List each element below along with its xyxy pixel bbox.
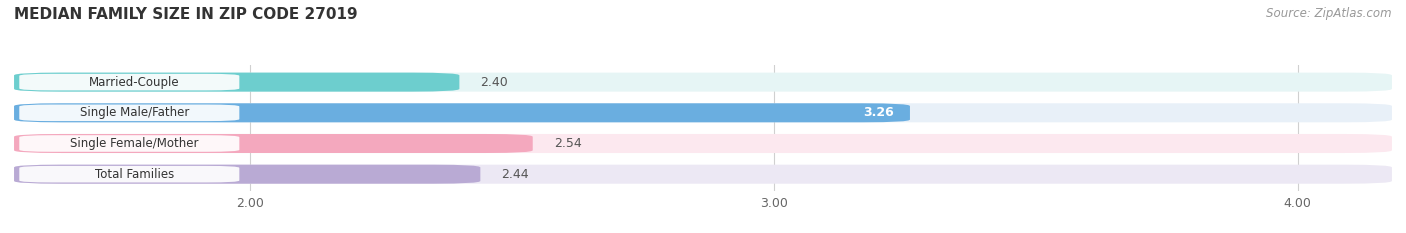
FancyBboxPatch shape xyxy=(14,165,1392,184)
Text: 2.44: 2.44 xyxy=(502,168,529,181)
FancyBboxPatch shape xyxy=(20,166,239,182)
Text: MEDIAN FAMILY SIZE IN ZIP CODE 27019: MEDIAN FAMILY SIZE IN ZIP CODE 27019 xyxy=(14,7,357,22)
FancyBboxPatch shape xyxy=(14,134,1392,153)
Text: Source: ZipAtlas.com: Source: ZipAtlas.com xyxy=(1267,7,1392,20)
Text: Married-Couple: Married-Couple xyxy=(89,76,180,89)
Text: Total Families: Total Families xyxy=(96,168,174,181)
Text: 3.26: 3.26 xyxy=(863,106,894,119)
FancyBboxPatch shape xyxy=(14,165,481,184)
FancyBboxPatch shape xyxy=(14,73,1392,92)
FancyBboxPatch shape xyxy=(14,103,1392,122)
Text: Single Male/Father: Single Male/Father xyxy=(80,106,190,119)
FancyBboxPatch shape xyxy=(20,135,239,152)
FancyBboxPatch shape xyxy=(14,134,533,153)
FancyBboxPatch shape xyxy=(20,74,239,90)
FancyBboxPatch shape xyxy=(14,103,910,122)
Text: Single Female/Mother: Single Female/Mother xyxy=(70,137,198,150)
FancyBboxPatch shape xyxy=(14,73,460,92)
FancyBboxPatch shape xyxy=(20,105,239,121)
Text: 2.54: 2.54 xyxy=(554,137,582,150)
Text: 2.40: 2.40 xyxy=(481,76,508,89)
